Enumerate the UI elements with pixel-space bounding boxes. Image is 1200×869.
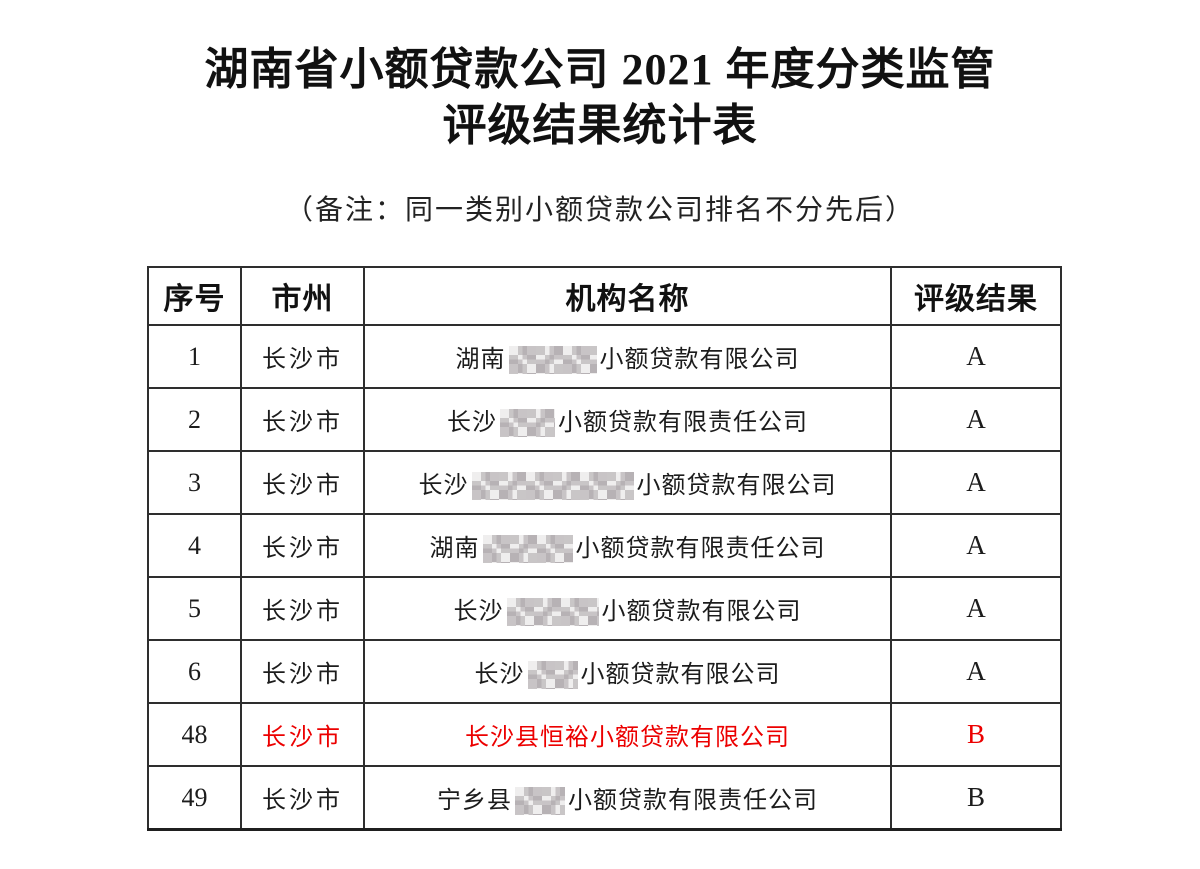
- redaction-block: [515, 787, 565, 815]
- city-cell: 长沙市: [240, 576, 365, 641]
- redaction-block: [471, 472, 634, 500]
- institution-name-cell: 宁乡县 小额贷款有限责任公司: [363, 765, 892, 831]
- rating-cell: A: [890, 324, 1062, 389]
- rating-table: 序号 市州 机构名称 评级结果 1 长沙市 湖南 小额贷款有限公司 A 2 长沙市…: [147, 266, 1062, 831]
- institution-name-prefix: 湖南: [455, 347, 506, 373]
- serial-cell: 4: [147, 513, 242, 578]
- rating-cell: A: [890, 576, 1062, 641]
- redaction-block: [508, 346, 597, 374]
- institution-name-cell: 长沙 小额贷款有限公司: [363, 639, 892, 704]
- serial-cell: 48: [147, 702, 242, 767]
- city-cell: 长沙市: [240, 387, 365, 452]
- institution-name-suffix: 小额贷款有限公司: [580, 662, 781, 688]
- table-row: 3 长沙市 长沙 小额贷款有限公司 A: [147, 450, 1062, 515]
- institution-name-suffix: 小额贷款有限公司: [601, 599, 802, 625]
- institution-name-prefix: 宁乡县: [437, 788, 512, 814]
- serial-cell: 1: [147, 324, 242, 389]
- rating-cell: B: [890, 702, 1062, 767]
- document-title-line1: 湖南省小额贷款公司 2021 年度分类监管: [204, 45, 996, 94]
- serial-cell: 5: [147, 576, 242, 641]
- institution-name-suffix: 小额贷款有限责任公司: [558, 410, 808, 436]
- redaction-block: [527, 661, 578, 689]
- rating-cell: B: [890, 765, 1062, 831]
- header-institution-name: 机构名称: [363, 266, 892, 326]
- serial-cell: 3: [147, 450, 242, 515]
- institution-name-prefix: 长沙: [418, 473, 469, 499]
- redaction-block: [500, 409, 555, 437]
- redaction-block: [482, 535, 573, 563]
- city-cell: 长沙市: [240, 765, 365, 831]
- institution-name-prefix: 长沙县恒裕小额贷款有限公司: [465, 725, 790, 751]
- serial-cell: 49: [147, 765, 242, 831]
- institution-name-cell: 长沙县恒裕小额贷款有限公司: [363, 702, 892, 767]
- rating-cell: A: [890, 639, 1062, 704]
- table-header-row: 序号 市州 机构名称 评级结果: [147, 266, 1062, 326]
- table-row: 1 长沙市 湖南 小额贷款有限公司 A: [147, 324, 1062, 389]
- institution-name-suffix: 小额贷款有限公司: [636, 473, 837, 499]
- institution-name-prefix: 长沙: [474, 662, 525, 688]
- serial-cell: 6: [147, 639, 242, 704]
- rating-cell: A: [890, 513, 1062, 578]
- institution-name-suffix: 小额贷款有限公司: [599, 347, 800, 373]
- institution-name-cell: 湖南 小额贷款有限责任公司: [363, 513, 892, 578]
- rating-cell: A: [890, 450, 1062, 515]
- rating-cell: A: [890, 387, 1062, 452]
- institution-name-cell: 长沙 小额贷款有限公司: [363, 450, 892, 515]
- institution-name-suffix: 小额贷款有限责任公司: [568, 788, 818, 814]
- city-cell: 长沙市: [240, 324, 365, 389]
- table-row: 49 长沙市 宁乡县 小额贷款有限责任公司 B: [147, 765, 1062, 831]
- table-row: 6 长沙市 长沙 小额贷款有限公司 A: [147, 639, 1062, 704]
- table-row: 4 长沙市 湖南 小额贷款有限责任公司 A: [147, 513, 1062, 578]
- institution-name-prefix: 湖南: [429, 536, 480, 562]
- city-cell: 长沙市: [240, 450, 365, 515]
- institution-name-prefix: 长沙: [453, 599, 504, 625]
- document-title: 湖南省小额贷款公司 2021 年度分类监管 评级结果统计表: [0, 42, 1200, 154]
- redaction-block: [506, 598, 599, 626]
- document-page: 湖南省小额贷款公司 2021 年度分类监管 评级结果统计表 （备注：同一类别小额…: [0, 42, 1200, 869]
- institution-name-prefix: 长沙: [447, 410, 497, 436]
- serial-cell: 2: [147, 387, 242, 452]
- institution-name-suffix: 小额贷款有限责任公司: [575, 536, 826, 562]
- city-cell: 长沙市: [240, 702, 365, 767]
- institution-name-cell: 长沙 小额贷款有限公司: [363, 576, 892, 641]
- table-row: 5 长沙市 长沙 小额贷款有限公司 A: [147, 576, 1062, 641]
- city-cell: 长沙市: [240, 513, 365, 578]
- city-cell: 长沙市: [240, 639, 365, 704]
- header-serial: 序号: [147, 266, 242, 326]
- table-row: 2 长沙市 长沙 小额贷款有限责任公司 A: [147, 387, 1062, 452]
- institution-name-cell: 长沙 小额贷款有限责任公司: [363, 387, 892, 452]
- table-row: 48 长沙市 长沙县恒裕小额贷款有限公司 B: [147, 702, 1062, 767]
- header-rating-result: 评级结果: [890, 266, 1062, 326]
- institution-name-cell: 湖南 小额贷款有限公司: [363, 324, 892, 389]
- document-note: （备注：同一类别小额贷款公司排名不分先后）: [284, 195, 915, 226]
- header-city: 市州: [240, 266, 365, 326]
- document-title-line2: 评级结果统计表: [442, 101, 758, 150]
